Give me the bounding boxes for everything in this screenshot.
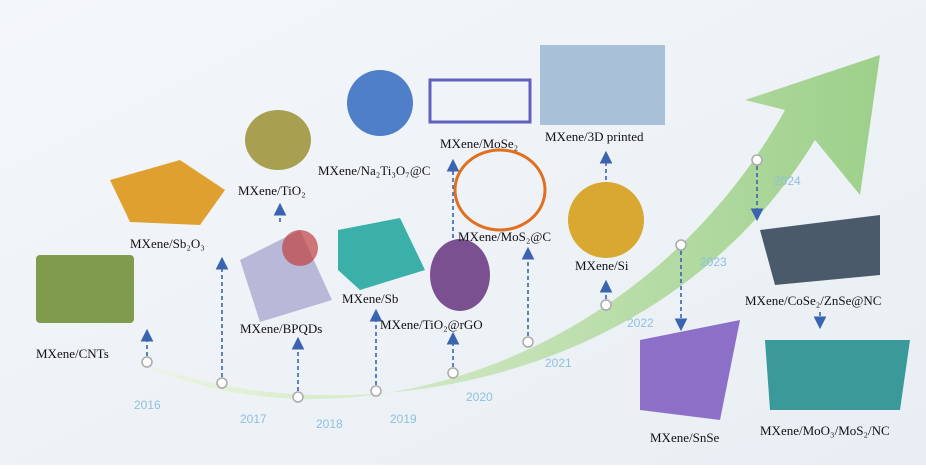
label: MXene/TiO₂ xyxy=(238,183,306,198)
illustrations xyxy=(36,45,910,420)
label: MXene/MoO₃/MoS₂/NC xyxy=(760,423,890,438)
year: 2023 xyxy=(700,255,727,269)
label: MXene/3D printed xyxy=(545,129,644,144)
label: MXene/TiO₂@rGO xyxy=(380,317,483,332)
year: 2017 xyxy=(240,412,267,426)
year: 2024 xyxy=(774,174,801,188)
year: 2021 xyxy=(545,356,572,370)
year: 2020 xyxy=(466,390,493,404)
year: 2022 xyxy=(627,316,654,330)
label: MXene/Sb₂O₃ xyxy=(130,236,205,251)
label: MXene/MoSe₂ xyxy=(440,136,518,151)
labels: MXene/CNTs MXene/Sb₂O₃ MXene/TiO₂ MXene/… xyxy=(36,129,890,445)
nodes xyxy=(141,154,763,403)
label: MXene/Sb xyxy=(342,291,398,306)
connectors xyxy=(140,150,827,391)
growth-arrow xyxy=(130,55,880,400)
label: MXene/Na₂Ti₃O₇@C xyxy=(318,163,430,178)
year: 2018 xyxy=(316,417,343,431)
label: MXene/Si xyxy=(575,258,629,273)
years: 2016 2017 2018 2019 2020 2021 2022 2023 … xyxy=(134,174,801,431)
label: MXene/SnSe xyxy=(650,430,720,445)
label: MXene/CNTs xyxy=(36,346,109,361)
label: MXene/CoSe₂/ZnSe@NC xyxy=(745,293,881,308)
year: 2019 xyxy=(390,412,417,426)
label: MXene/BPQDs xyxy=(240,321,322,336)
label: MXene/MoS₂@C xyxy=(458,229,551,244)
year: 2016 xyxy=(134,398,161,412)
